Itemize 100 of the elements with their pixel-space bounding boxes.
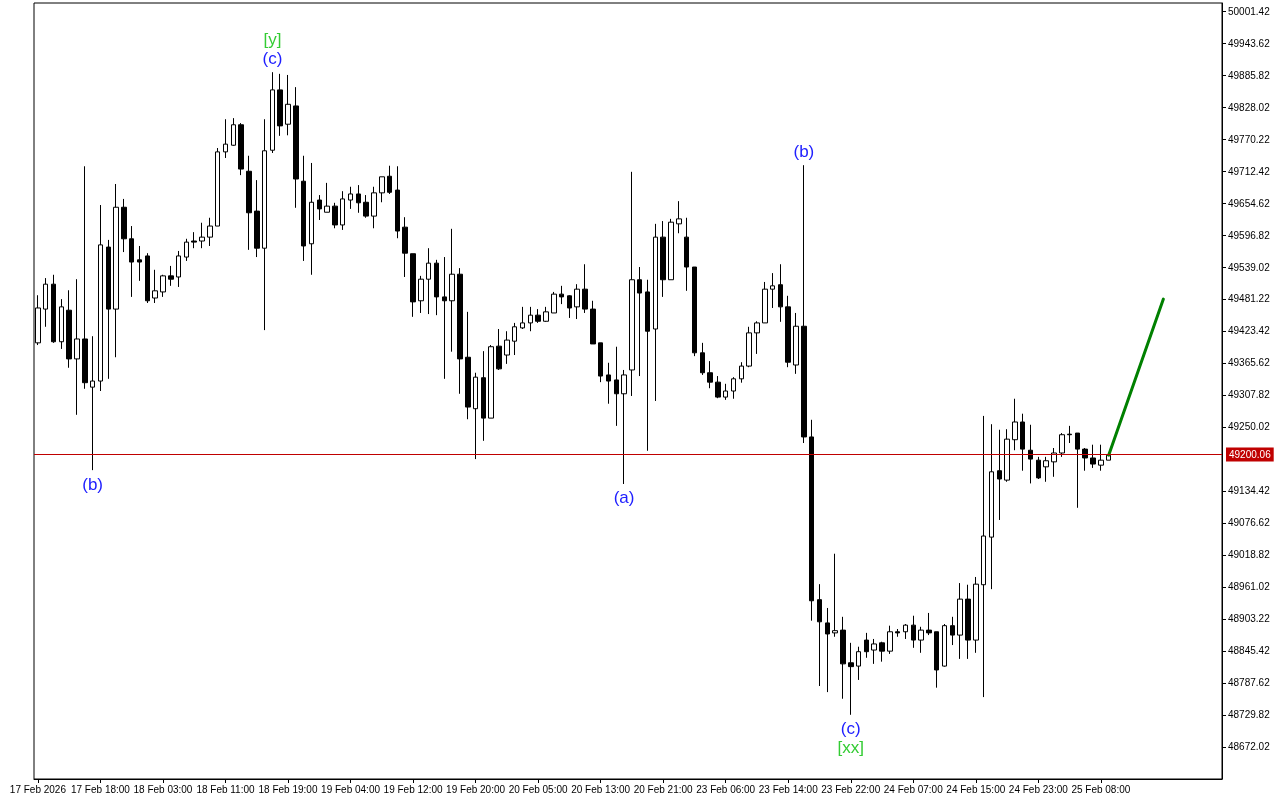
candlestick xyxy=(832,553,838,638)
x-tick-label: 18 Feb 11:00 xyxy=(196,783,256,795)
y-tick-label: 49307.82 xyxy=(1228,389,1271,401)
y-tick-label: 48729.82 xyxy=(1228,709,1271,721)
y-tick-label: 49943.62 xyxy=(1228,37,1271,49)
candlestick xyxy=(887,625,893,655)
candlestick xyxy=(660,220,666,298)
candlestick xyxy=(528,306,533,332)
candlestick xyxy=(926,612,932,636)
x-tick-label: 17 Feb 2026 xyxy=(9,783,67,795)
candlestick xyxy=(160,274,166,298)
candlestick xyxy=(270,71,275,154)
candlestick xyxy=(1028,424,1033,484)
candlestick xyxy=(504,330,510,365)
candlestick xyxy=(51,274,56,344)
candlestick xyxy=(145,252,150,304)
candlestick xyxy=(332,202,338,229)
candlestick xyxy=(1012,398,1018,451)
x-tick-label: 24 Feb 07:00 xyxy=(883,783,944,795)
candlestick xyxy=(434,259,439,316)
y-tick-label: 49365.62 xyxy=(1228,357,1271,369)
candlestick xyxy=(543,306,549,323)
x-tick-label: 20 Feb 21:00 xyxy=(633,783,694,795)
candlestick xyxy=(184,238,189,262)
candlestick xyxy=(770,272,775,309)
candlestick xyxy=(590,300,596,345)
candlestick xyxy=(1059,432,1065,458)
candlestick xyxy=(723,383,728,401)
candlestick xyxy=(410,253,416,318)
candlestick xyxy=(1098,444,1104,472)
y-tick-label: 49828.02 xyxy=(1228,101,1271,113)
candlestick xyxy=(176,250,181,288)
candlestick xyxy=(700,342,705,376)
candlestick xyxy=(668,218,674,281)
candlestick xyxy=(473,372,478,460)
candlestick xyxy=(293,86,299,209)
candlestick xyxy=(1067,425,1072,444)
candlestick xyxy=(606,362,611,405)
x-tick-label: 20 Feb 05:00 xyxy=(508,783,569,795)
annotation: [xx] xyxy=(837,738,864,758)
candlestick xyxy=(488,344,494,419)
candlestick xyxy=(301,155,306,262)
x-tick-label: 19 Feb 12:00 xyxy=(383,783,443,795)
candlestick xyxy=(684,217,689,292)
candlestick xyxy=(238,122,244,176)
candlestick xyxy=(629,171,635,397)
x-tick-label: 17 Feb 18:00 xyxy=(70,783,131,795)
candlestick xyxy=(152,269,158,304)
candlestick xyxy=(981,415,986,698)
candlestick xyxy=(129,225,134,298)
y-tick-label: 49596.82 xyxy=(1228,229,1271,241)
candlestick xyxy=(106,239,111,380)
y-tick-label: 49539.02 xyxy=(1228,261,1271,273)
y-tick-label: 50001.42 xyxy=(1228,5,1271,17)
candlestick xyxy=(371,186,377,229)
candlestick xyxy=(973,576,979,654)
candlestick xyxy=(637,266,642,377)
x-tick-label: 23 Feb 14:00 xyxy=(758,783,819,795)
candlestick xyxy=(785,295,791,368)
candlestick xyxy=(379,176,385,203)
x-tick-label: 20 Feb 13:00 xyxy=(571,783,631,795)
candlestick xyxy=(402,216,408,278)
candlestick xyxy=(512,322,517,356)
candlestick xyxy=(911,615,916,649)
candlestick xyxy=(997,429,1002,521)
y-tick-label: 49770.22 xyxy=(1228,133,1271,145)
y-tick-label: 49250.02 xyxy=(1228,421,1271,433)
candlestick xyxy=(191,231,197,249)
x-tick-label: 25 Feb 08:00 xyxy=(1071,783,1131,795)
annotation: (b) xyxy=(82,474,104,494)
candlestick xyxy=(418,275,424,314)
candlestick xyxy=(449,228,455,353)
candlestick xyxy=(825,607,830,693)
annotation: (b) xyxy=(793,141,815,161)
candlestick xyxy=(277,73,283,137)
candlestick xyxy=(1090,444,1096,469)
y-tick-label: 49018.82 xyxy=(1228,549,1271,561)
y-tick-label: 49423.42 xyxy=(1228,325,1271,337)
candlestick xyxy=(864,632,869,659)
candlestick xyxy=(520,306,525,330)
candlestick xyxy=(207,217,213,247)
candlestick xyxy=(1004,428,1010,483)
candlestick xyxy=(387,165,392,195)
candlestick xyxy=(731,376,736,400)
candlestick xyxy=(895,628,900,638)
candlestick xyxy=(598,342,603,383)
candlestick xyxy=(74,278,80,416)
candlestick xyxy=(762,281,768,324)
candlestick xyxy=(90,335,95,471)
candlestick xyxy=(1051,447,1057,478)
candlestick xyxy=(426,247,431,315)
candlestick xyxy=(793,312,799,375)
candlestick xyxy=(82,165,88,390)
candlestick xyxy=(621,369,627,485)
candlestick xyxy=(559,285,564,305)
candlestick xyxy=(567,294,572,319)
candlestick xyxy=(582,263,588,314)
candlestick xyxy=(481,350,486,442)
candlestick xyxy=(645,279,650,452)
candlestick xyxy=(66,289,72,369)
